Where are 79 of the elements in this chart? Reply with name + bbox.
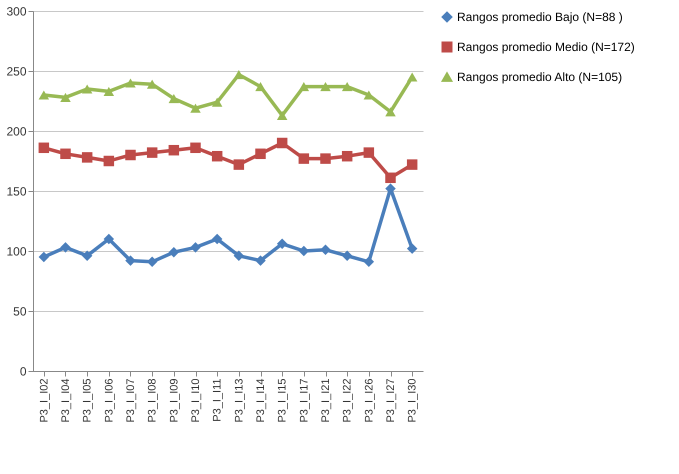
point	[168, 144, 180, 156]
y-tick-label: 150	[6, 184, 27, 198]
point	[82, 84, 92, 94]
point	[385, 107, 396, 116]
point	[125, 78, 136, 88]
point	[212, 234, 222, 244]
point	[190, 242, 201, 253]
point	[104, 86, 114, 96]
x-tick-label: P3_I_I17	[298, 378, 310, 423]
point	[364, 147, 374, 158]
x-tick-label: P3_I_I14	[255, 378, 267, 423]
y-tick-label: 50	[13, 304, 27, 318]
x-tick-label: P3_I_I22	[342, 378, 354, 423]
x-tick-label: P3_I_I02	[38, 378, 50, 423]
point	[320, 153, 331, 164]
x-tick-label: P3_I_I21	[320, 378, 332, 423]
x-tick-label: P3_I_I13	[233, 378, 246, 423]
legend-label: Rangos promedio Medio (N=172)	[457, 40, 635, 54]
point	[320, 244, 331, 256]
point	[406, 159, 418, 170]
point	[385, 172, 396, 184]
y-tick-label: 300	[6, 4, 27, 18]
x-tick-label: P3_I_I08	[146, 378, 159, 423]
point	[60, 92, 71, 102]
legend-label: Rangos promedio Alto (N=105)	[457, 70, 622, 84]
x-tick-label: P3_I_I30	[406, 378, 419, 423]
point	[60, 242, 71, 253]
x-tick-label: P3_I_I07	[125, 378, 137, 423]
point	[104, 156, 114, 166]
point	[276, 238, 288, 250]
point	[125, 255, 136, 266]
point	[342, 150, 352, 162]
point	[320, 82, 331, 92]
point	[276, 138, 288, 148]
x-tick-label: P3_I_I10	[190, 378, 202, 423]
point	[406, 243, 418, 254]
point	[364, 256, 374, 268]
point	[298, 153, 310, 164]
x-tick-label: P3_I_I04	[60, 378, 72, 423]
point	[190, 104, 201, 113]
y-tick-label: 200	[6, 124, 27, 138]
point	[212, 98, 222, 107]
point	[38, 252, 50, 262]
x-tick-label: P3_I_I09	[168, 378, 180, 423]
point	[234, 159, 244, 170]
x-tick-label: P3_I_I27	[385, 378, 397, 423]
point	[212, 150, 222, 162]
point	[104, 234, 114, 244]
x-tick-label: P3_I_I11	[212, 378, 224, 422]
legend-label: Rangos promedio Bajo (N=88 )	[457, 10, 623, 24]
y-tick-label: 0	[20, 364, 27, 378]
point	[190, 142, 201, 154]
point	[276, 110, 288, 120]
point	[298, 82, 310, 92]
point	[255, 255, 266, 266]
point	[406, 72, 418, 82]
point	[342, 82, 352, 92]
point	[234, 70, 244, 80]
point	[146, 147, 158, 158]
point	[38, 90, 50, 100]
point	[146, 256, 158, 268]
x-tick-label: P3_I_I05	[82, 378, 94, 423]
y-tick-label: 100	[6, 244, 27, 258]
point	[60, 148, 71, 160]
point	[255, 82, 266, 92]
point	[82, 152, 92, 163]
x-tick-label: P3_I_I26	[363, 378, 376, 423]
y-tick-label: 250	[6, 64, 27, 78]
point	[168, 94, 180, 104]
point	[342, 250, 352, 262]
x-tick-label: P3_I_I06	[103, 378, 116, 423]
point	[234, 250, 244, 262]
point	[146, 80, 158, 89]
point	[255, 148, 266, 160]
point	[38, 142, 50, 154]
x-tick-label: P3_I_I15	[276, 378, 289, 423]
point	[125, 150, 136, 160]
point	[168, 246, 180, 258]
point	[82, 250, 92, 262]
